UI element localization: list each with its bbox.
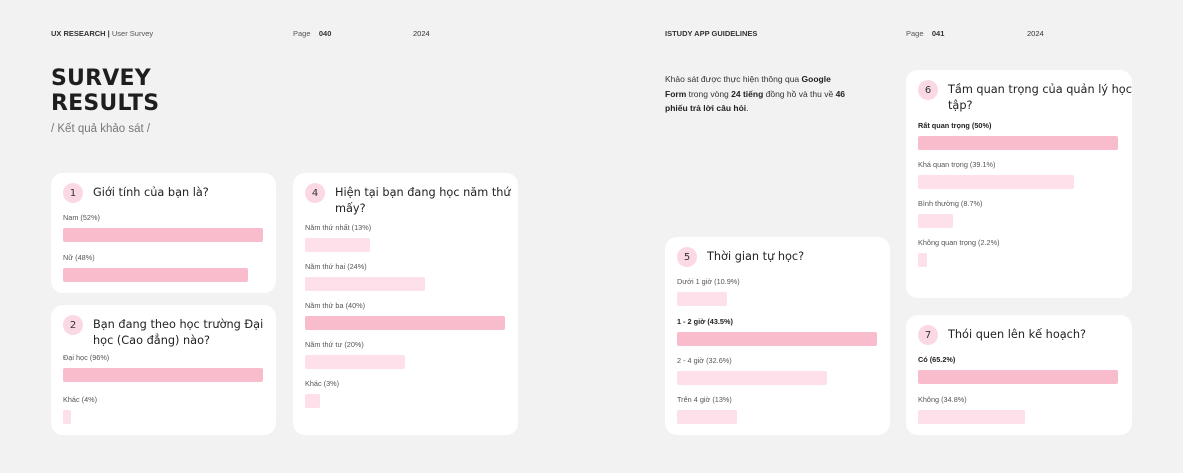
question-header: 7 Thói quen lên kế hoạch?	[918, 325, 1138, 345]
question-card-7: 7 Thói quen lên kế hoạch? Có (65.2%) Không …	[906, 315, 1132, 435]
header-page: Page 040	[293, 29, 332, 38]
answer-label: Bình thường (8.7%)	[918, 199, 983, 208]
answer-label: Năm thứ ba (40%)	[305, 301, 366, 310]
intro-text: Khảo sát được thực hiện thông qua Google…	[665, 74, 846, 113]
answer-label: Có (65.2%)	[918, 355, 956, 364]
answer-option: Năm thứ ba (40%)	[305, 301, 505, 330]
answer-bar	[305, 394, 320, 408]
question-header: 5 Thời gian tự học?	[677, 247, 897, 267]
answer-bar	[63, 228, 263, 242]
answer-label: Không quan trọng (2.2%)	[918, 238, 1000, 247]
header-year-right: 2024	[1027, 29, 1044, 38]
header-year: 2024	[413, 29, 430, 38]
answer-option: Năm thứ tư (20%)	[305, 340, 505, 369]
answer-label: Trên 4 giờ (13%)	[677, 395, 732, 404]
page-subtitle: / Kết quả khảo sát /	[51, 123, 151, 135]
question-card-4: 4 Hiện tại bạn đang học năm thứ mấy? Năm t…	[293, 173, 518, 435]
answer-label: Khác (4%)	[63, 395, 98, 404]
answer-option: Khá quan trọng (39.1%)	[918, 160, 1118, 189]
answer-option: Có (65.2%)	[918, 355, 1118, 384]
header-section: UX RESEARCH | User Survey	[51, 29, 154, 38]
answer-bar	[677, 292, 728, 306]
question-card-1: 1 Giới tính của bạn là? Nam (52%) Nữ (48%)	[51, 173, 276, 293]
question-text: Hiện tại bạn đang học năm thứ mấy?	[335, 186, 511, 215]
answer-option: Bình thường (8.7%)	[918, 199, 1118, 228]
answer-label: Không (34.8%)	[918, 395, 967, 404]
answer-bar	[918, 410, 1025, 424]
answer-label: Rất quan trọng (50%)	[918, 121, 992, 130]
answer-bar	[677, 371, 827, 385]
question-number-badge: 6	[918, 80, 938, 100]
answer-label: Năm thứ hai (24%)	[305, 262, 367, 271]
question-card-5: 5 Thời gian tự học? Dưới 1 giờ (10.9%) 1 - …	[665, 237, 890, 435]
question-number-badge: 1	[63, 183, 83, 203]
header-page-right: Page 041	[906, 29, 945, 38]
question-text: Giới tính của bạn là?	[93, 186, 209, 199]
answer-bar	[305, 277, 425, 291]
page-title: SURVEY RESULTS	[51, 66, 160, 116]
answer-bar	[918, 253, 927, 267]
question-card-2: 2 Bạn đang theo học trường Đại học (Cao đ…	[51, 305, 276, 435]
answer-bar	[677, 332, 877, 346]
question-card-6: 6 Tầm quan trọng của quản lý học tập? Rất …	[906, 70, 1132, 298]
question-header: 2 Bạn đang theo học trường Đại học (Cao đ…	[63, 315, 283, 349]
answer-bar	[63, 268, 248, 282]
answer-label: Năm thứ nhất (13%)	[305, 223, 372, 232]
question-number-badge: 2	[63, 315, 83, 335]
answer-option: Năm thứ nhất (13%)	[305, 223, 505, 252]
answer-label: Năm thứ tư (20%)	[305, 340, 364, 349]
question-number-badge: 5	[677, 247, 697, 267]
answer-bar	[63, 410, 72, 424]
answer-option: Năm thứ hai (24%)	[305, 262, 505, 291]
answer-bar	[305, 316, 505, 330]
answer-option: Khác (3%)	[305, 379, 505, 408]
question-header: 1 Giới tính của bạn là?	[63, 183, 283, 203]
answer-option: Nam (52%)	[63, 213, 263, 242]
answer-bar	[918, 136, 1118, 150]
answer-label: 1 - 2 giờ (43.5%)	[677, 317, 733, 326]
answer-bar	[918, 214, 953, 228]
answer-label: Khá quan trọng (39.1%)	[918, 160, 996, 169]
answer-label: Khác (3%)	[305, 379, 340, 388]
question-text: Tầm quan trọng của quản lý học tập?	[948, 83, 1132, 112]
answer-option: Đại học (96%)	[63, 353, 263, 382]
answer-label: Nữ (48%)	[63, 253, 95, 262]
answer-bar	[63, 368, 263, 382]
answer-bar	[677, 410, 737, 424]
answer-option: Dưới 1 giờ (10.9%)	[677, 277, 877, 306]
answer-option: 1 - 2 giờ (43.5%)	[677, 317, 877, 346]
question-header: 6 Tầm quan trọng của quản lý học tập?	[918, 80, 1138, 114]
answer-option: Trên 4 giờ (13%)	[677, 395, 877, 424]
answer-option: Không (34.8%)	[918, 395, 1118, 424]
question-number-badge: 4	[305, 183, 325, 203]
answer-label: Dưới 1 giờ (10.9%)	[677, 277, 740, 286]
answer-label: 2 - 4 giờ (32.6%)	[677, 356, 732, 365]
answer-bar	[918, 175, 1075, 189]
answer-option: Nữ (48%)	[63, 253, 263, 282]
question-text: Thời gian tự học?	[707, 250, 805, 263]
answer-label: Đại học (96%)	[63, 353, 110, 362]
question-header: 4 Hiện tại bạn đang học năm thứ mấy?	[305, 183, 525, 217]
question-text: Thói quen lên kế hoạch?	[948, 328, 1087, 341]
answer-option: Khác (4%)	[63, 395, 263, 424]
answer-bar	[305, 355, 405, 369]
header-section-right: ISTUDY APP GUIDELINES	[665, 29, 758, 38]
answer-option: 2 - 4 giờ (32.6%)	[677, 356, 877, 385]
answer-bar	[918, 370, 1118, 384]
answer-option: Rất quan trọng (50%)	[918, 121, 1118, 150]
answer-option: Không quan trọng (2.2%)	[918, 238, 1118, 267]
question-number-badge: 7	[918, 325, 938, 345]
question-text: Bạn đang theo học trường Đại học (Cao đẳ…	[93, 318, 264, 347]
answer-label: Nam (52%)	[63, 213, 100, 222]
answer-bar	[305, 238, 370, 252]
